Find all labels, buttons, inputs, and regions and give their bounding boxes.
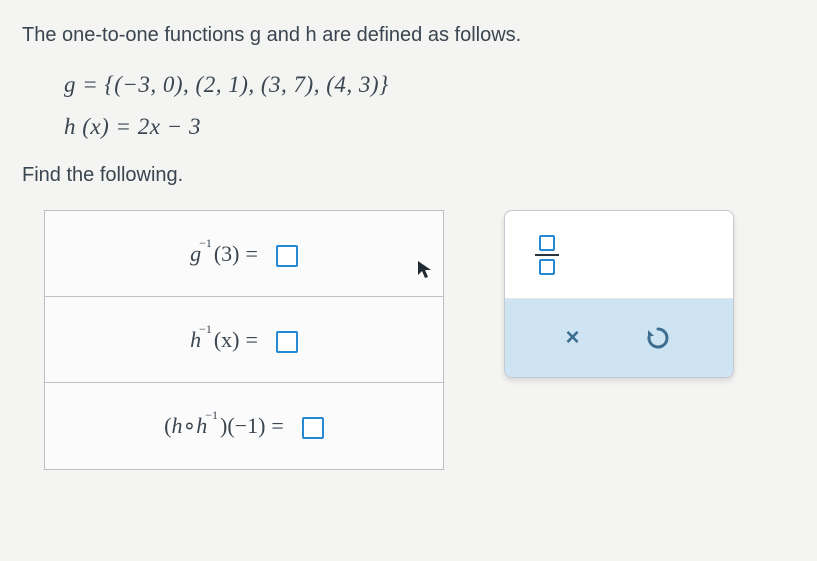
fraction-denominator-icon: [539, 259, 555, 275]
problem-intro: The one-to-one functions g and h are def…: [22, 18, 795, 52]
cursor-icon: [417, 260, 433, 286]
reset-icon: [644, 324, 672, 352]
g-definition: g = {(−3, 0), (2, 1), (3, 7), (4, 3)}: [64, 64, 795, 106]
clear-button[interactable]: ×: [565, 324, 579, 352]
equals-sign: =: [240, 327, 264, 353]
rparen: ): [220, 413, 227, 439]
definitions: g = {(−3, 0), (2, 1), (3, 7), (4, 3)} h …: [22, 52, 795, 158]
palette-bottom: ×: [505, 299, 733, 377]
fraction-tool[interactable]: [535, 235, 559, 275]
lparen: (: [164, 413, 171, 439]
palette-top: [505, 211, 733, 299]
fraction-numerator-icon: [539, 235, 555, 251]
comp-dot: ∘: [182, 413, 196, 439]
tool-palette: ×: [504, 210, 734, 378]
answer-table: g−1(3) = h−1(x) = (h ∘ h−1)(−1) =: [44, 210, 444, 470]
answer-input-1[interactable]: [276, 245, 298, 267]
h-inverse-arg: (x): [214, 327, 240, 353]
problem-prompt: Find the following.: [22, 158, 795, 192]
comp-a: h: [171, 413, 182, 439]
reset-button[interactable]: [644, 324, 672, 352]
h-definition: h (x) = 2x − 3: [64, 106, 795, 148]
fraction-bar-icon: [535, 254, 559, 256]
h-inverse-exp: −1: [199, 322, 212, 337]
equals-sign: =: [265, 413, 289, 439]
g-inverse-exp: −1: [199, 236, 212, 251]
answer-input-2[interactable]: [276, 331, 298, 353]
answer-input-3[interactable]: [302, 417, 324, 439]
comp-arg: (−1): [227, 413, 265, 439]
equals-sign: =: [240, 241, 264, 267]
comp-exp: −1: [205, 408, 218, 423]
answer-row-1: g−1(3) =: [45, 211, 443, 297]
answer-row-2: h−1(x) =: [45, 297, 443, 383]
g-inverse-arg: (3): [214, 241, 240, 267]
answer-row-3: (h ∘ h−1)(−1) =: [45, 383, 443, 469]
